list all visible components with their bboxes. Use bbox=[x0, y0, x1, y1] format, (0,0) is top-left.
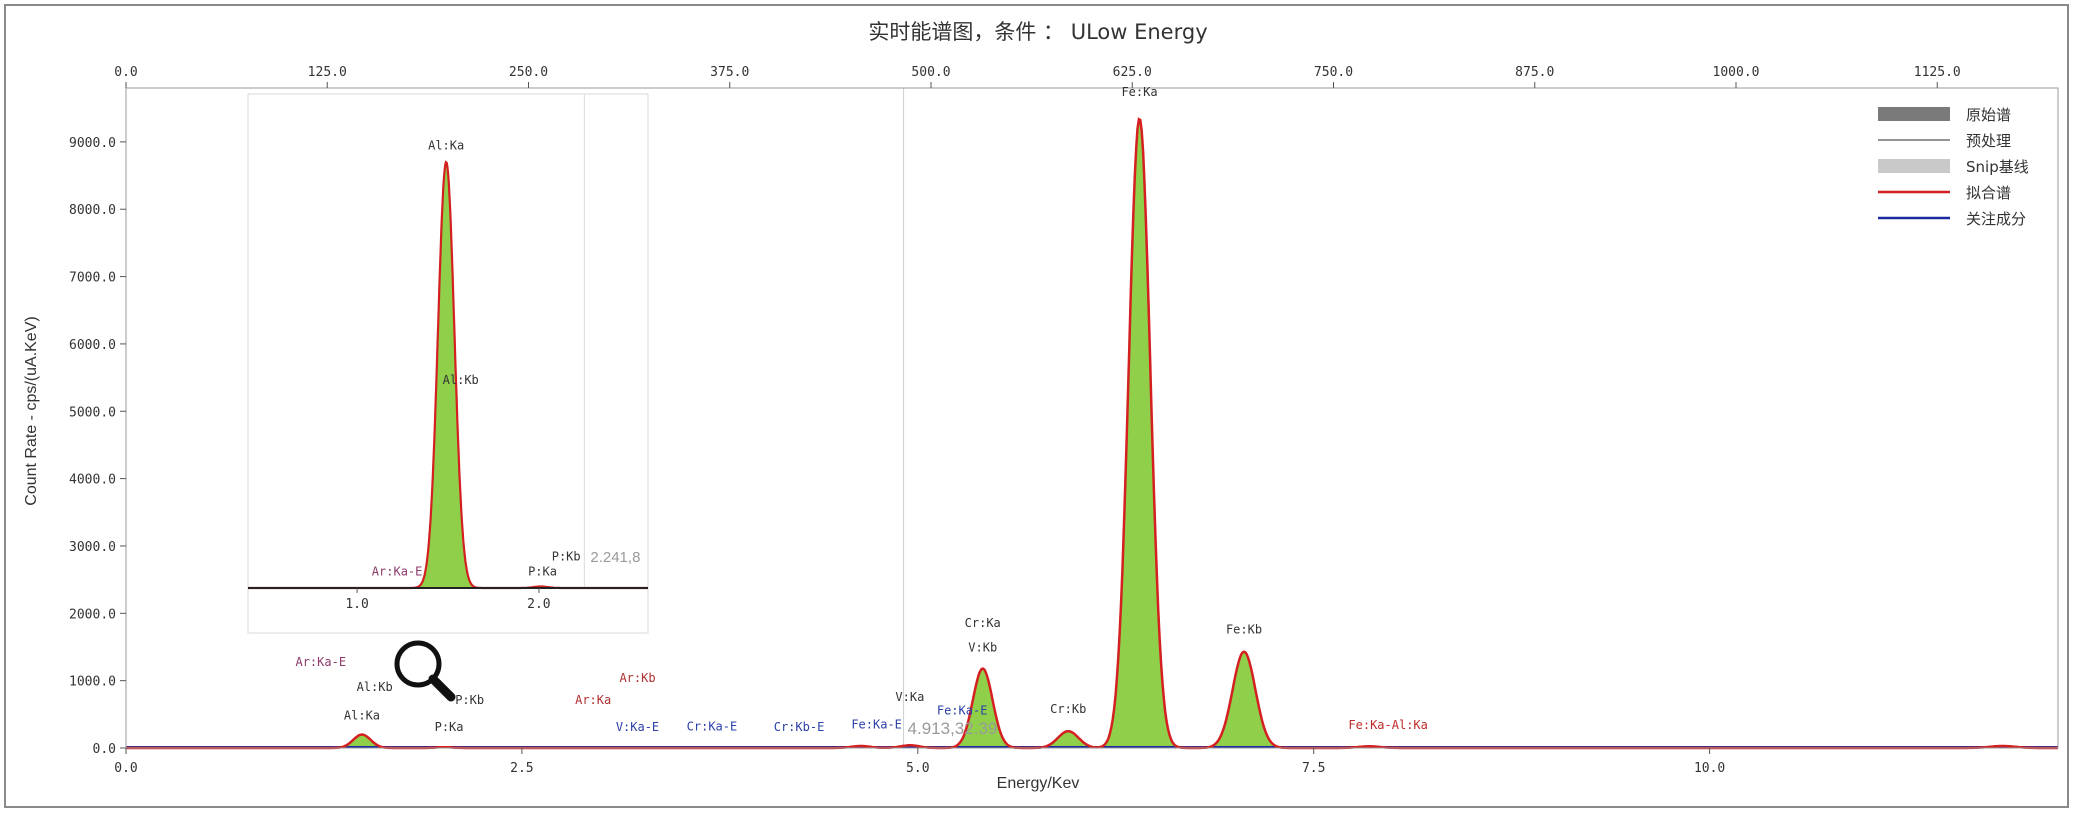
y-tick-label: 3000.0 bbox=[69, 540, 116, 555]
legend-label: 关注成分 bbox=[1966, 210, 2026, 228]
y-tick-label: 7000.0 bbox=[69, 271, 116, 286]
top-tick-label: 1125.0 bbox=[1914, 65, 1961, 80]
spectrum-panel: 实时能谱图，条件 ： ULow Energy 0.0 2.5 5.0 7.5 10.0 0… bbox=[4, 4, 2069, 808]
legend-swatch bbox=[1878, 159, 1950, 173]
inset-cursor-readout: 2.241,8 bbox=[590, 549, 640, 566]
legend-label: 原始谱 bbox=[1966, 106, 2011, 124]
x-tick-label: 7.5 bbox=[1302, 761, 1325, 776]
x-tick-label: 0.0 bbox=[114, 761, 137, 776]
peak-label: P:Ka bbox=[435, 720, 464, 734]
y-tick-label: 6000.0 bbox=[69, 338, 116, 353]
magnifier-icon[interactable] bbox=[394, 640, 456, 702]
x-axis-title: Energy/Kev bbox=[997, 775, 1080, 792]
chart-title: 实时能谱图，条件 ： ULow Energy bbox=[868, 20, 1207, 44]
top-tick-label: 500.0 bbox=[911, 65, 950, 80]
inset-peak-label: Al:Kb bbox=[443, 373, 479, 387]
top-tick-label: 750.0 bbox=[1314, 65, 1353, 80]
peak-label: Ar:Ka-E bbox=[295, 655, 346, 669]
inset-x-tick-label: 2.0 bbox=[527, 597, 550, 612]
spectrum-chart[interactable]: 实时能谱图，条件 ： ULow Energy 0.0 2.5 5.0 7.5 10.00… bbox=[6, 6, 2071, 810]
y-tick-label: 4000.0 bbox=[69, 473, 116, 488]
y-tick-label: 2000.0 bbox=[69, 607, 116, 622]
inset-peak-label: P:Ka bbox=[528, 564, 557, 578]
peak-label: V:Ka-E bbox=[616, 720, 659, 734]
plot-frame bbox=[125, 87, 2059, 749]
peak-label: Fe:Ka-E bbox=[937, 703, 988, 717]
peak-label: Ar:Kb bbox=[619, 671, 655, 685]
y-tick-label: 1000.0 bbox=[69, 675, 116, 690]
x-tick-label: 2.5 bbox=[510, 761, 533, 776]
inset-peak-label: P:Kb bbox=[552, 549, 581, 563]
y-tick-label: 9000.0 bbox=[69, 136, 116, 151]
y-tick-label: 0.0 bbox=[93, 742, 116, 757]
y-tick-label: 8000.0 bbox=[69, 203, 116, 218]
cursor-readout: 4.913,32.39 bbox=[908, 719, 998, 738]
peak-label: Al:Kb bbox=[357, 680, 393, 694]
top-tick-label: 125.0 bbox=[308, 65, 347, 80]
top-tick-label: 1000.0 bbox=[1713, 65, 1760, 80]
inset-x-tick-label: 1.0 bbox=[345, 597, 368, 612]
top-tick-label: 625.0 bbox=[1113, 65, 1152, 80]
x-tick-label: 10.0 bbox=[1694, 761, 1725, 776]
x-tick-label: 5.0 bbox=[906, 761, 929, 776]
axes: 0.0 2.5 5.0 7.5 10.0 0.0 1000.0 2000.0 3000.0 400… bbox=[69, 65, 2059, 776]
peak-label: P:Kb bbox=[455, 693, 484, 707]
peak-label: Fe:Ka-E bbox=[851, 717, 902, 731]
inset-spectrum-fill bbox=[248, 162, 648, 588]
top-tick-label: 0.0 bbox=[114, 65, 137, 80]
top-tick-label: 875.0 bbox=[1515, 65, 1554, 80]
peak-label: Cr:Kb-E bbox=[774, 720, 825, 734]
peak-label: Ar:Ka bbox=[575, 693, 611, 707]
peak-label: V:Kb bbox=[968, 641, 997, 655]
legend-label: Snip基线 bbox=[1966, 158, 2029, 176]
y-tick-label: 5000.0 bbox=[69, 405, 116, 420]
peak-label: Cr:Kb bbox=[1050, 702, 1086, 716]
top-tick-label: 375.0 bbox=[710, 65, 749, 80]
zoom-inset: 1.0 2.0 Al:Ka Al:Kb Ar:Ka-E P:KbP:Ka 2.241,8 bbox=[247, 93, 649, 634]
legend-swatch bbox=[1878, 107, 1950, 121]
peak-label: Fe:Kb bbox=[1226, 623, 1262, 637]
inset-peak-label: Al:Ka bbox=[428, 138, 464, 152]
y-axis-title: Count Rate - cps/(uA.KeV) bbox=[23, 316, 40, 505]
peak-label: Al:Ka bbox=[344, 709, 380, 723]
inset-peak-label: Ar:Ka-E bbox=[372, 564, 423, 578]
peak-label: Cr:Ka bbox=[965, 616, 1001, 630]
legend-label: 预处理 bbox=[1966, 132, 2011, 150]
peak-label: Fe:Ka bbox=[1121, 85, 1157, 99]
legend-label: 拟合谱 bbox=[1966, 184, 2011, 202]
peak-label: Cr:Ka-E bbox=[687, 719, 738, 733]
top-tick-label: 250.0 bbox=[509, 65, 548, 80]
peak-labels: Ar:Ka-EAl:KbAl:KaP:KbP:KaAr:KbAr:KaV:Ka-… bbox=[295, 85, 1427, 738]
peak-label: Fe:Ka-Al:Ka bbox=[1348, 718, 1427, 732]
peak-label: V:Ka bbox=[895, 690, 924, 704]
